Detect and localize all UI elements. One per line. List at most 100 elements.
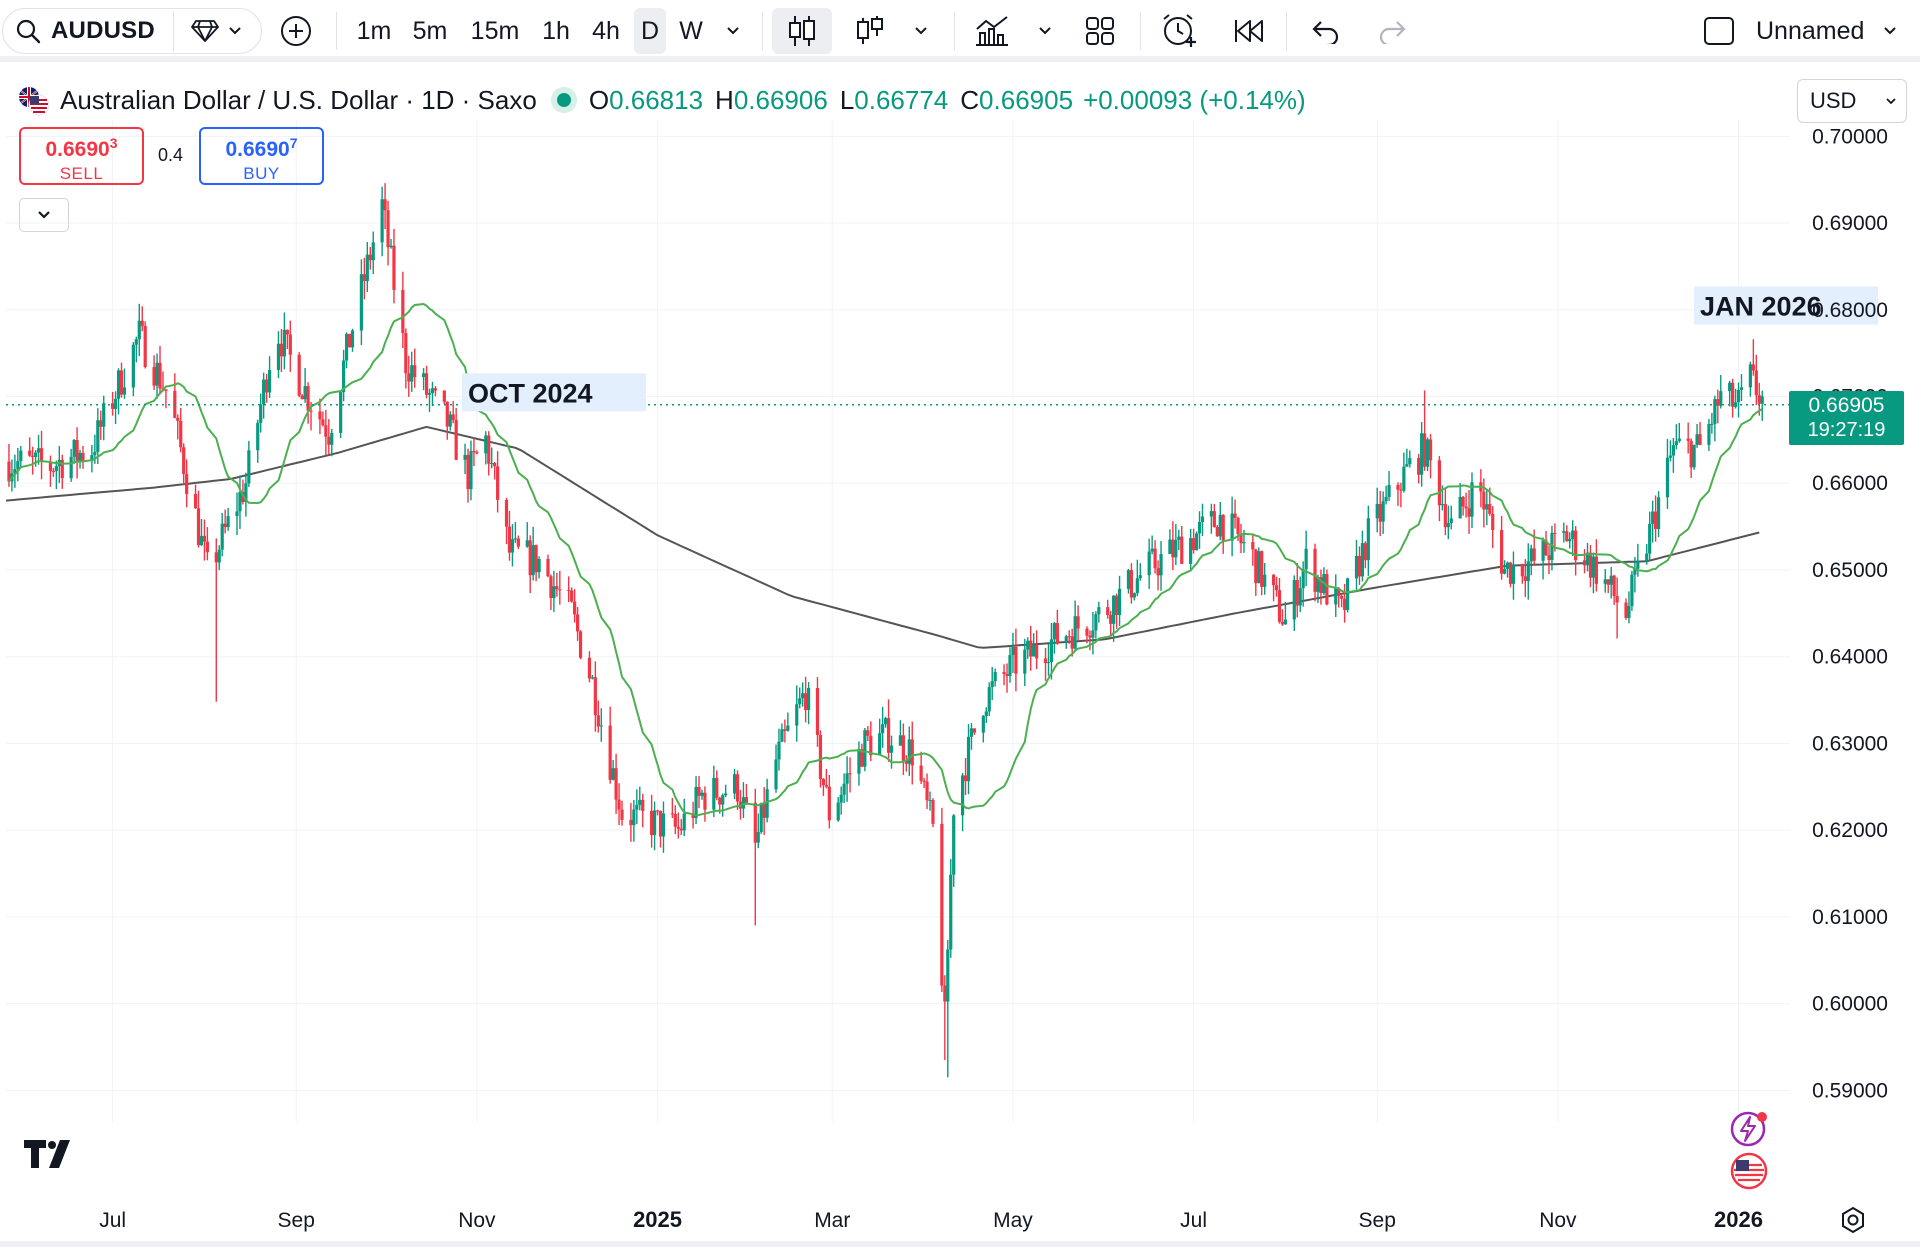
chart-type-dropdown[interactable]: [906, 8, 936, 54]
candle-body: [907, 739, 911, 764]
candle-body: [113, 398, 118, 409]
candle-body: [1064, 636, 1068, 644]
low-label: L: [839, 84, 855, 115]
candle-body: [966, 736, 971, 782]
candle-body: [1553, 532, 1557, 534]
candle-body: [1271, 574, 1276, 586]
candle-body: [1728, 382, 1732, 392]
interval-dropdown[interactable]: [718, 8, 748, 54]
candle-body: [347, 333, 352, 348]
chevron-down-icon[interactable]: [227, 23, 243, 39]
interval-1h[interactable]: 1h: [542, 16, 570, 45]
candles-chart-type-button[interactable]: [772, 8, 832, 54]
candle-body: [670, 813, 674, 815]
candle-body: [629, 819, 633, 826]
buy-button[interactable]: 0.66907 BUY: [199, 127, 324, 185]
candle-body: [469, 451, 473, 490]
candle-body: [155, 362, 159, 386]
collapse-legend-button[interactable]: [19, 198, 69, 232]
redo-button[interactable]: [1372, 8, 1412, 54]
candle-body: [1200, 516, 1205, 522]
last-price-label: 0.66905 19:27:19: [1789, 390, 1904, 445]
chart-grid: [6, 120, 1790, 1122]
candle-body: [1396, 484, 1400, 490]
candle-body: [262, 379, 266, 405]
undo-button[interactable]: [1306, 8, 1346, 54]
indicators-dropdown[interactable]: [1030, 8, 1060, 54]
time-axis[interactable]: Jul Sep Nov 2025 Mar May Jul Sep Nov 2026: [99, 1207, 1763, 1232]
candle-body: [303, 386, 307, 400]
candle-body: [1002, 672, 1006, 674]
time-tick-label: 2025: [633, 1207, 682, 1232]
layout-toggle-button[interactable]: [1700, 8, 1738, 54]
market-status-icon[interactable]: [556, 93, 571, 107]
add-compare-button[interactable]: [276, 8, 316, 54]
price-axis[interactable]: 0.700000.690000.680000.670000.660000.650…: [1812, 125, 1888, 1102]
candle-body: [1588, 552, 1593, 578]
candle-body: [1032, 644, 1036, 657]
candle-body: [534, 545, 538, 573]
replay-button[interactable]: [1226, 8, 1270, 54]
candle-body: [1117, 588, 1122, 616]
chart-title[interactable]: Australian Dollar / U.S. Dollar · 1D · S…: [60, 84, 537, 115]
lightning-icon[interactable]: [1729, 1109, 1769, 1154]
currency-select[interactable]: USD: [1797, 79, 1907, 123]
candle-body: [386, 210, 390, 248]
candle-body: [164, 389, 168, 391]
candle-body: [267, 369, 272, 393]
candle-body: [661, 813, 666, 837]
candle-body: [969, 728, 974, 737]
candle-body: [389, 245, 393, 248]
candle-body: [1242, 542, 1246, 544]
price-tick-label: 0.63000: [1812, 732, 1888, 755]
candle-body: [513, 538, 517, 540]
candle-body: [1274, 585, 1279, 591]
candle-body: [16, 461, 20, 470]
candle-body: [1574, 530, 1578, 561]
candle-body: [1292, 580, 1296, 620]
layouts-button[interactable]: [1078, 8, 1122, 54]
candle-body: [1109, 615, 1113, 624]
candle-body: [1043, 658, 1048, 664]
interval-4h[interactable]: 4h: [592, 16, 620, 45]
candle-body: [1636, 560, 1640, 569]
currency-value: USD: [1810, 88, 1857, 113]
us-economic-events-icon[interactable]: [1729, 1151, 1769, 1196]
candle-body: [1674, 441, 1678, 446]
interval-5m[interactable]: 5m: [412, 16, 448, 45]
diamond-icon[interactable]: [191, 19, 219, 43]
candle-body: [608, 725, 612, 780]
candle-body: [39, 448, 44, 463]
tradingview-logo[interactable]: [24, 1140, 78, 1173]
low-value: 0.66774: [854, 84, 949, 115]
candle-body: [487, 435, 491, 464]
bars-chart-type-button[interactable]: [850, 8, 890, 54]
candle-body: [614, 768, 618, 800]
candle-body: [650, 810, 654, 836]
sell-price: 0.6690: [45, 138, 110, 161]
layout-name-button[interactable]: Unnamed: [1756, 8, 1916, 54]
candle-body: [1174, 539, 1178, 558]
interval-w[interactable]: W: [679, 16, 703, 45]
candle-body: [984, 711, 988, 717]
time-tick-label: Sep: [278, 1209, 315, 1232]
symbol-search[interactable]: AUDUSD: [2, 8, 262, 54]
candle-body: [531, 545, 535, 576]
settings-icon[interactable]: [1838, 1205, 1868, 1240]
interval-15m[interactable]: 15m: [470, 16, 520, 45]
sell-button[interactable]: 0.66903 SELL: [19, 127, 144, 185]
candle-body: [1550, 532, 1554, 560]
interval-d[interactable]: D: [634, 8, 666, 54]
close-label: C: [960, 84, 980, 115]
candle-body: [881, 724, 885, 734]
interval-1m[interactable]: 1m: [356, 16, 392, 45]
candle-body: [806, 687, 811, 711]
candle-body: [1624, 602, 1628, 618]
candle-body: [1739, 387, 1744, 390]
candle-body: [466, 454, 470, 490]
alert-button[interactable]: [1156, 8, 1204, 54]
candle-body: [552, 586, 556, 598]
indicators-button[interactable]: [970, 8, 1014, 54]
candle-body: [247, 450, 251, 484]
